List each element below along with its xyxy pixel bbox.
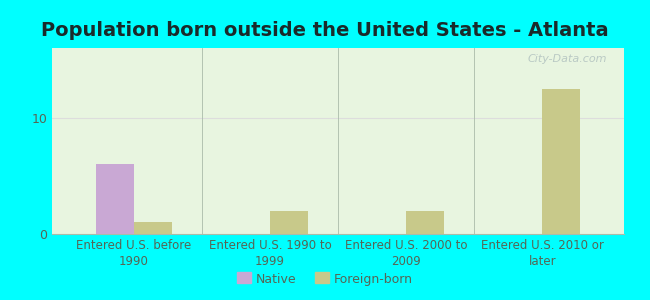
- Legend: Native, Foreign-born: Native, Foreign-born: [232, 268, 418, 291]
- Bar: [270, 211, 308, 234]
- Text: Population born outside the United States - Atlanta: Population born outside the United State…: [41, 21, 609, 40]
- Bar: [542, 89, 580, 234]
- Bar: [406, 211, 444, 234]
- Text: City-Data.com: City-Data.com: [527, 54, 607, 64]
- Bar: [134, 222, 172, 234]
- Bar: [96, 164, 134, 234]
